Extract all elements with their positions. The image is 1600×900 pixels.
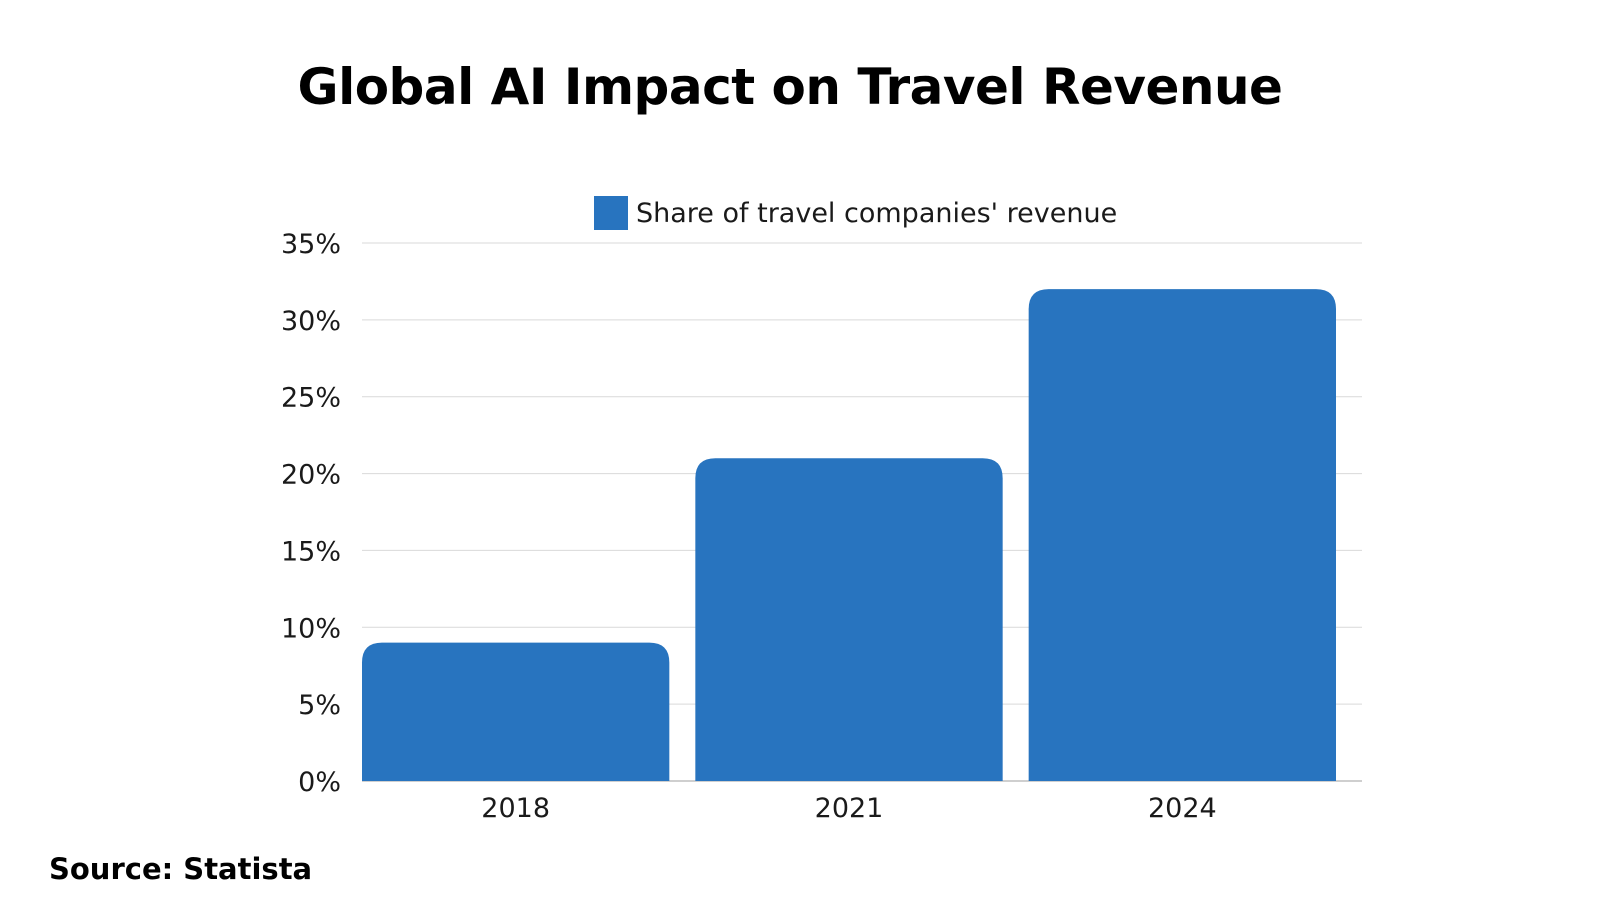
y-tick-label: 25% <box>281 383 341 414</box>
y-axis-ticks: 0% 5% 10% 15% 20% 25% 30% 35% <box>281 229 341 798</box>
source-note: Source: Statista <box>49 852 313 886</box>
x-tick-label: 2021 <box>815 793 884 824</box>
y-tick-label: 5% <box>298 690 341 721</box>
legend-swatch <box>594 196 628 230</box>
bar-2021 <box>695 458 1003 781</box>
legend: Share of travel companies' revenue <box>594 196 1117 230</box>
legend-label: Share of travel companies' revenue <box>636 198 1117 229</box>
chart-title: Global AI Impact on Travel Revenue <box>297 58 1283 116</box>
bar-2024 <box>1028 289 1336 781</box>
x-tick-label: 2018 <box>481 793 550 824</box>
y-tick-label: 0% <box>298 767 341 798</box>
y-tick-label: 35% <box>281 229 341 260</box>
y-tick-label: 10% <box>281 613 341 644</box>
x-tick-label: 2024 <box>1148 793 1217 824</box>
y-tick-label: 15% <box>281 536 341 567</box>
y-tick-label: 20% <box>281 460 341 491</box>
bar-2018 <box>362 642 670 781</box>
x-axis-ticks: 2018 2021 2024 <box>481 793 1216 824</box>
y-tick-label: 30% <box>281 306 341 337</box>
bars <box>362 289 1336 781</box>
